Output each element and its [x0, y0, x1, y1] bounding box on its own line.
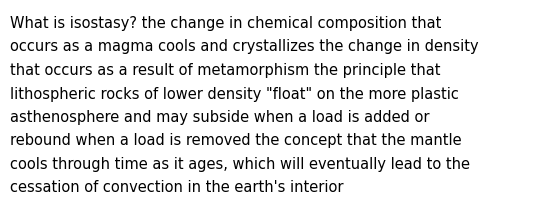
Text: that occurs as a result of metamorphism the principle that: that occurs as a result of metamorphism …	[10, 63, 440, 78]
Text: rebound when a load is removed the concept that the mantle: rebound when a load is removed the conce…	[10, 134, 461, 149]
Text: lithospheric rocks of lower density "float" on the more plastic: lithospheric rocks of lower density "flo…	[10, 87, 459, 102]
Text: cools through time as it ages, which will eventually lead to the: cools through time as it ages, which wil…	[10, 157, 470, 172]
Text: What is isostasy? the change in chemical composition that: What is isostasy? the change in chemical…	[10, 16, 441, 31]
Text: occurs as a magma cools and crystallizes the change in density: occurs as a magma cools and crystallizes…	[10, 40, 479, 55]
Text: cessation of convection in the earth's interior: cessation of convection in the earth's i…	[10, 181, 344, 195]
Text: asthenosphere and may subside when a load is added or: asthenosphere and may subside when a loa…	[10, 110, 430, 125]
